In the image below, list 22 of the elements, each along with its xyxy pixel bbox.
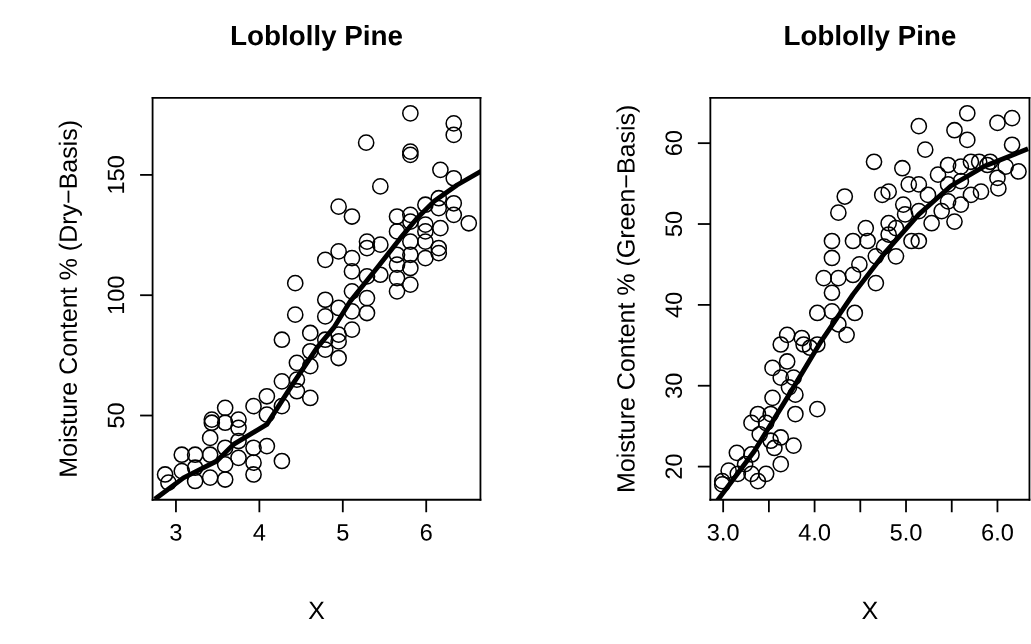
x-tick-label: 4.0 — [798, 523, 831, 541]
x-tick-label: 6.0 — [982, 523, 1013, 541]
x-tick-label: 3.0 — [707, 523, 739, 541]
x-axis-title: X — [308, 601, 325, 620]
y-tick-label: 50 — [665, 211, 683, 237]
y-tick-label: 20 — [665, 454, 683, 479]
chart-title: Loblolly Pine — [231, 24, 402, 51]
y-tick-label: 40 — [665, 292, 683, 318]
y-tick-label: 30 — [665, 373, 683, 398]
y-tick-label: 100 — [107, 276, 125, 314]
x-tick-label: 4 — [253, 524, 266, 541]
x-tick-label: 5 — [337, 524, 349, 541]
x-tick-label: 5.0 — [890, 523, 922, 541]
chart-title: Loblolly Pine — [785, 24, 956, 51]
y-tick-label: 50 — [107, 403, 125, 428]
y-tick-label: 150 — [107, 156, 125, 193]
x-axis-title: X — [862, 601, 878, 620]
x-tick-label: 6 — [420, 523, 432, 541]
y-axis-title: Moisture Content % (Green−Basis) — [616, 106, 640, 491]
x-tick-label: 3 — [170, 523, 182, 541]
y-axis-title: Moisture Content % (Dry−Basis) — [58, 121, 82, 476]
y-tick-label: 60 — [665, 130, 683, 156]
